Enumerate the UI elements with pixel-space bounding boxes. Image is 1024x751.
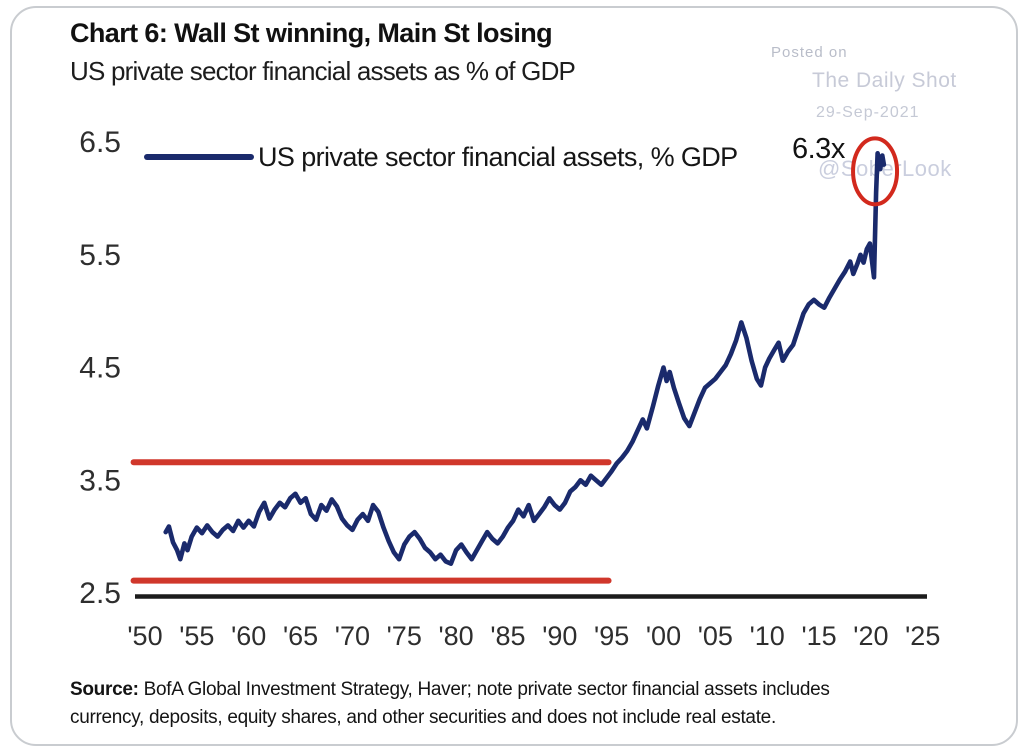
x-tick-label: '85: [490, 621, 525, 651]
source-label: Source:: [70, 679, 139, 700]
x-tick-label: '60: [231, 621, 266, 651]
x-tick-label: '75: [387, 621, 422, 651]
x-tick-label: '95: [594, 621, 629, 651]
x-tick-label: '80: [439, 621, 474, 651]
legend: US private sector financial assets, % GD…: [144, 139, 738, 175]
source-note-line1: BofA Global Investment Strategy, Haver; …: [138, 679, 830, 700]
x-tick-label: '00: [646, 621, 681, 651]
y-tick-label: 6.5: [79, 126, 121, 159]
x-tick-label: '10: [750, 621, 785, 651]
y-tick-label: 5.5: [79, 239, 121, 272]
x-tick-label: '25: [905, 621, 940, 651]
watermark-date: 29-Sep-2021: [816, 104, 920, 121]
x-tick-label: '65: [283, 621, 318, 651]
legend-line-swatch: [144, 154, 254, 160]
x-tick-label: '15: [801, 621, 836, 651]
source-note-line2: currency, deposits, equity shares, and o…: [70, 707, 776, 728]
x-tick-label: '90: [542, 621, 577, 651]
watermark-posted-on: Posted on: [771, 44, 848, 61]
chart-title: Chart 6: Wall St winning, Main St losing: [70, 18, 553, 48]
source-note: Source: BofA Global Investment Strategy,…: [70, 676, 980, 732]
y-tick-label: 4.5: [79, 352, 121, 385]
y-tick-label: 2.5: [79, 577, 121, 610]
y-tick-label: 3.5: [79, 464, 121, 497]
annotation-circle-icon: [851, 136, 900, 207]
series-line: [163, 151, 887, 567]
x-tick-label: '55: [179, 621, 214, 651]
x-tick-label: '50: [127, 621, 162, 651]
x-tick-label: '70: [335, 621, 370, 651]
peak-annotation-label: 6.3x: [792, 133, 845, 165]
legend-label: US private sector financial assets, % GD…: [258, 142, 738, 172]
x-tick-label: '05: [698, 621, 733, 651]
chart-subtitle: US private sector financial assets as % …: [70, 56, 576, 86]
watermark-source-name: The Daily Shot: [812, 69, 957, 92]
x-tick-label: '20: [853, 621, 888, 651]
